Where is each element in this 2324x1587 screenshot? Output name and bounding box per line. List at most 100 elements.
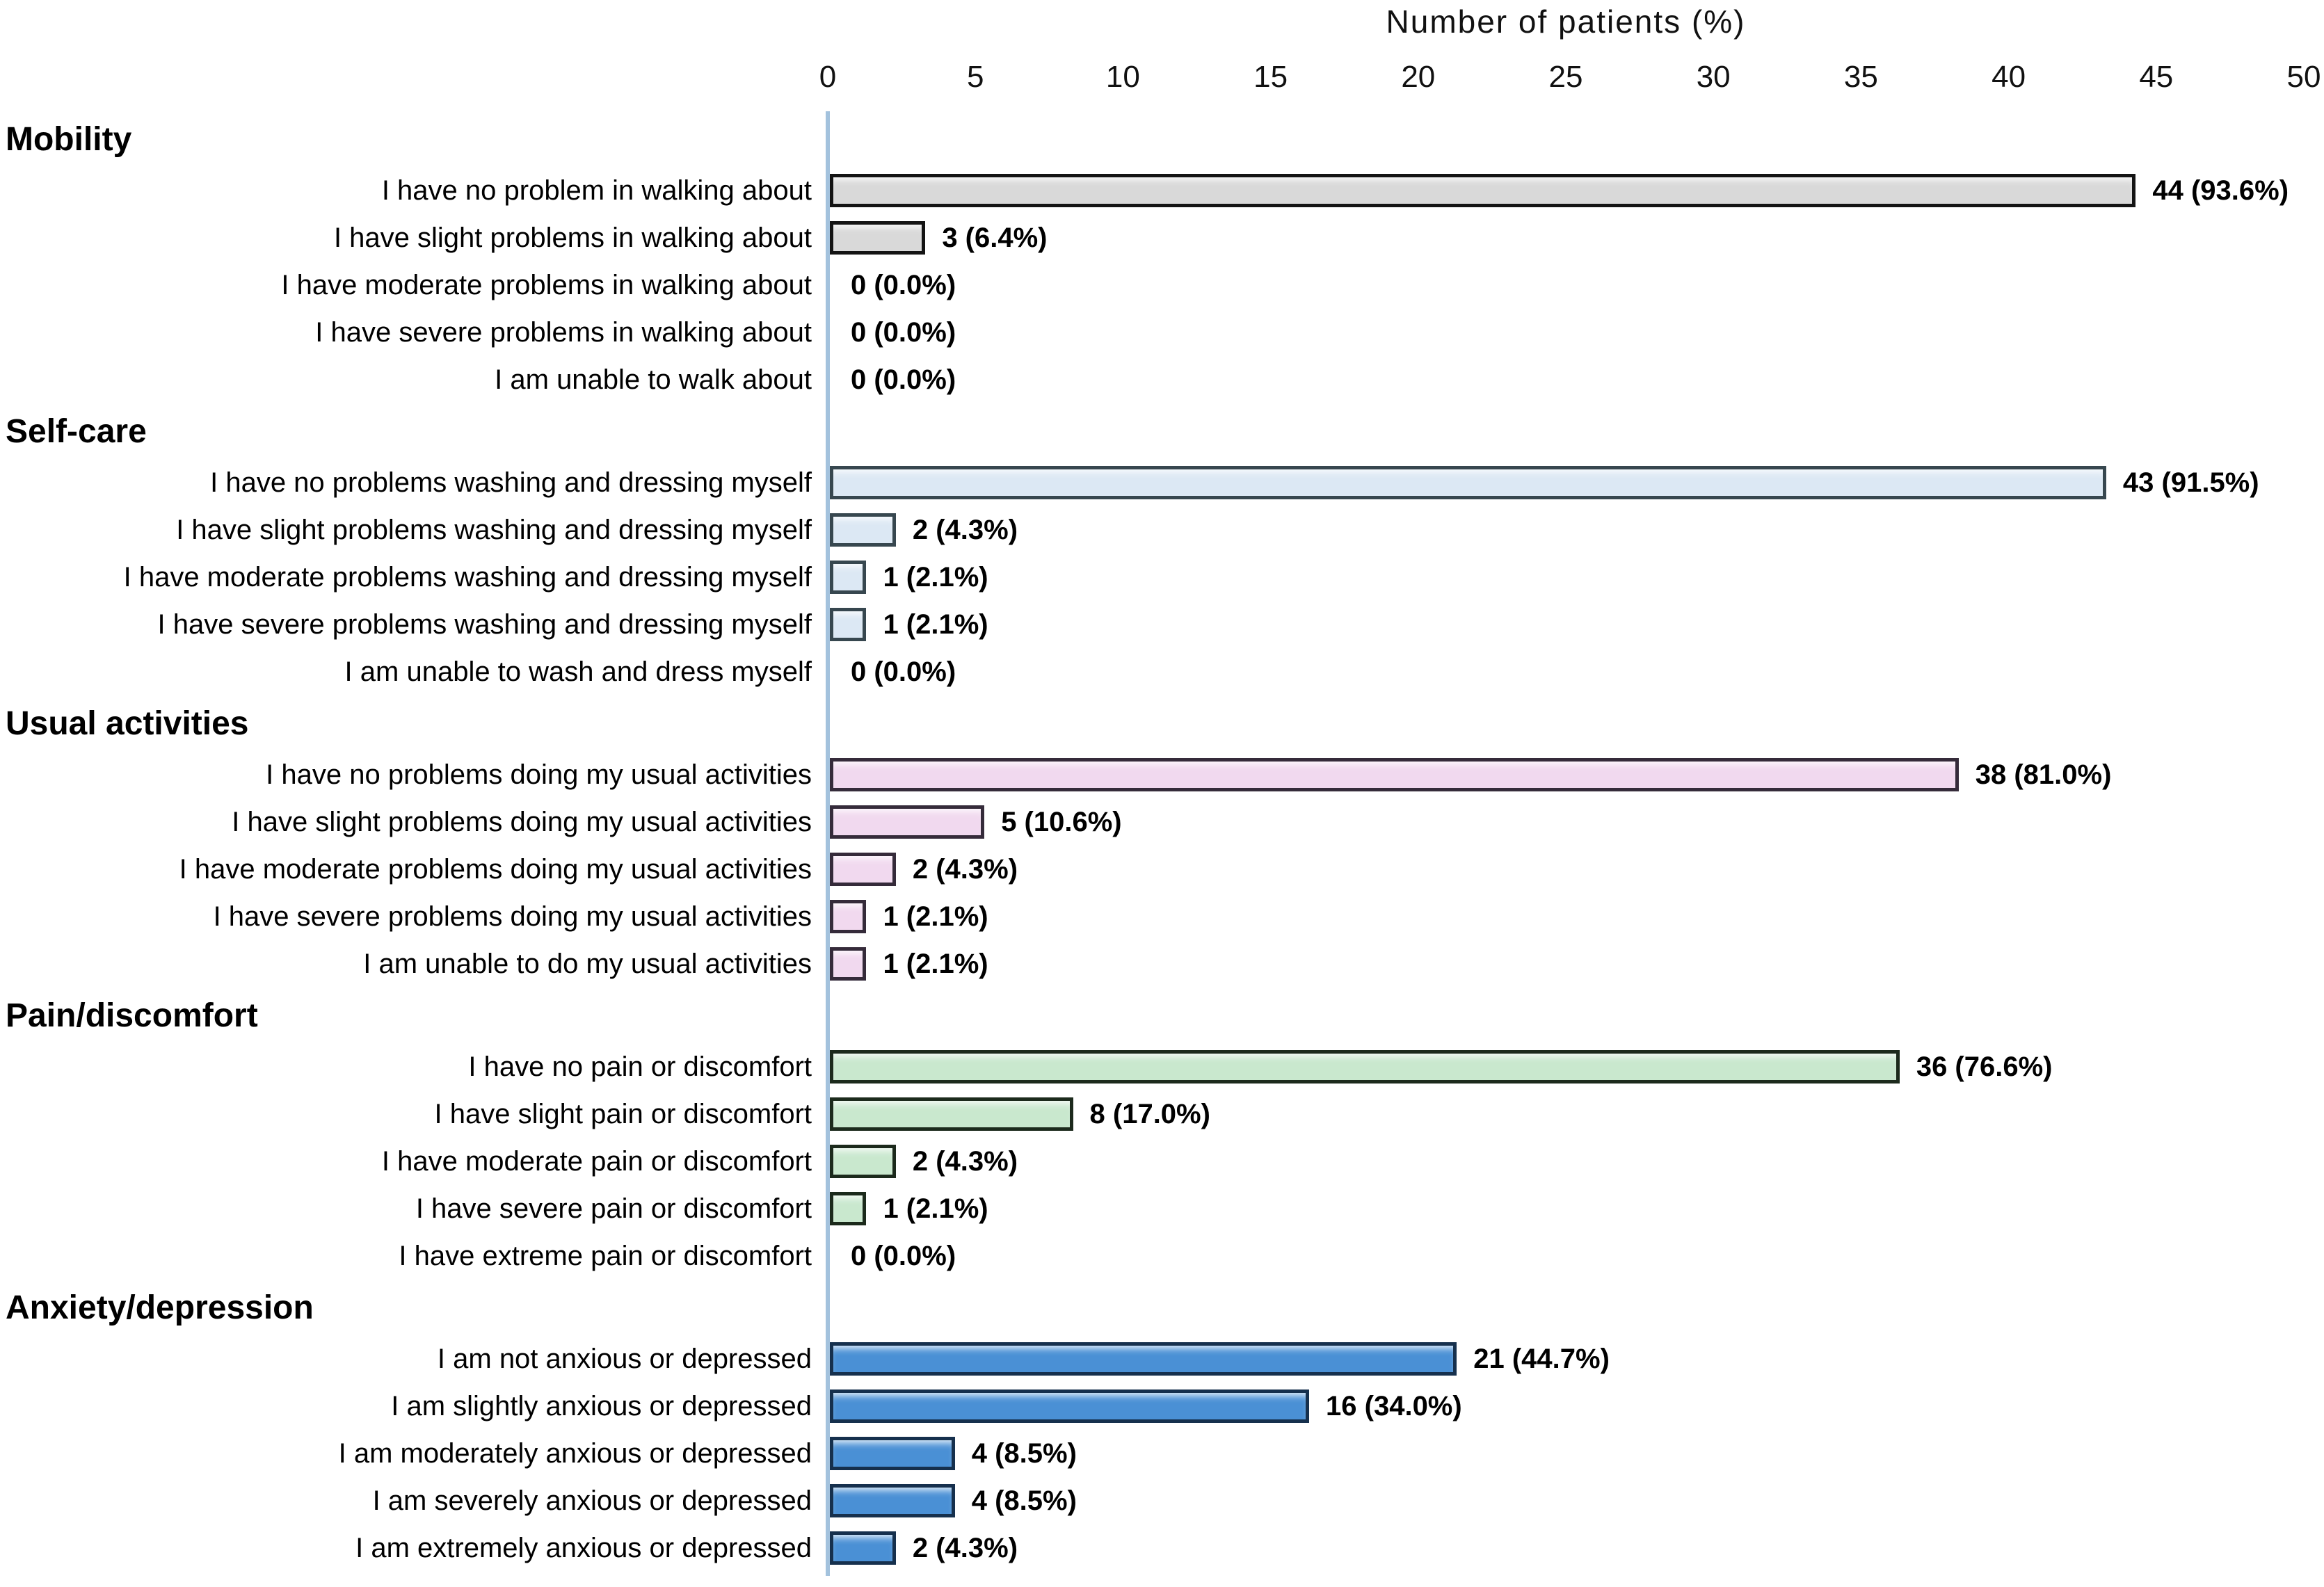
bar-area: 3 (6.4%) <box>830 214 2324 261</box>
bar <box>830 853 896 886</box>
bar <box>830 758 1959 791</box>
value-label: 1 (2.1%) <box>883 1193 988 1224</box>
bar <box>830 1050 1900 1083</box>
x-axis-tick-label: 50 <box>2286 60 2321 94</box>
value-label: 4 (8.5%) <box>971 1437 1077 1469</box>
bar-row: I am not anxious or depressed 21 (44.7%) <box>0 1335 2324 1383</box>
bar-area: 2 (4.3%) <box>830 846 2324 893</box>
value-label: 2 (4.3%) <box>912 1532 1018 1563</box>
bar <box>830 805 985 839</box>
row-label: I am unable to do my usual activities <box>363 948 812 979</box>
bar-row: I have slight problems washing and dress… <box>0 506 2324 554</box>
row-label: I have no problems washing and dressing … <box>210 467 812 498</box>
x-axis-tick-label: 10 <box>1105 60 1140 94</box>
bar <box>830 947 867 981</box>
bar <box>830 174 2136 207</box>
x-axis-tick-label: 15 <box>1253 60 1288 94</box>
row-label: I have moderate problems in walking abou… <box>281 269 812 300</box>
bar-area: 44 (93.6%) <box>830 167 2324 214</box>
bar <box>830 608 867 641</box>
value-label: 0 (0.0%) <box>851 656 956 687</box>
row-label: I have severe problems in walking about <box>315 316 812 348</box>
bar-row: I have no problem in walking about 44 (93… <box>0 167 2324 214</box>
x-axis-tick-label: 5 <box>966 60 984 94</box>
row-label: I am unable to wash and dress myself <box>344 656 812 687</box>
bar-row: I have no problems doing my usual activi… <box>0 751 2324 798</box>
x-axis-tick-label: 35 <box>1843 60 1878 94</box>
bar-row: I have slight problems in walking about 3… <box>0 214 2324 261</box>
bar-area: 5 (10.6%) <box>830 798 2324 846</box>
bar-row: I have severe problems doing my usual ac… <box>0 893 2324 940</box>
bar-area: 43 (91.5%) <box>830 459 2324 506</box>
value-label: 1 (2.1%) <box>883 901 988 932</box>
row-label: I am unable to walk about <box>495 364 812 395</box>
value-label: 0 (0.0%) <box>851 269 956 300</box>
value-label: 1 (2.1%) <box>883 609 988 640</box>
bar-row: I am moderately anxious or depressed 4 (8… <box>0 1430 2324 1477</box>
bar-area: 8 (17.0%) <box>830 1090 2324 1138</box>
section-header: Self-care <box>6 412 147 450</box>
x-axis-title: Number of patients (%) <box>1386 3 1746 40</box>
bar-row: I have moderate problems in walking abou… <box>0 261 2324 309</box>
bar-area: 36 (76.6%) <box>830 1043 2324 1090</box>
bar-area: 38 (81.0%) <box>830 751 2324 798</box>
bar-row: I have slight problems doing my usual ac… <box>0 798 2324 846</box>
row-label: I am moderately anxious or depressed <box>338 1437 812 1469</box>
section-header: Pain/discomfort <box>6 997 258 1034</box>
value-label: 38 (81.0%) <box>1975 759 2112 790</box>
bar-area: 2 (4.3%) <box>830 506 2324 554</box>
bar-row: I have severe problems washing and dress… <box>0 601 2324 648</box>
x-axis-tick-label: 40 <box>1992 60 2026 94</box>
bar-row: I have extreme pain or discomfort 0 (0.0%… <box>0 1232 2324 1280</box>
x-axis-tick-label: 0 <box>819 60 837 94</box>
bar-area: 2 (4.3%) <box>830 1138 2324 1185</box>
row-label: I have slight problems washing and dress… <box>176 514 812 545</box>
row-label: I am slightly anxious or depressed <box>391 1390 812 1421</box>
value-label: 2 (4.3%) <box>912 1145 1018 1177</box>
bar-area: 0 (0.0%) <box>830 261 2324 309</box>
bar <box>830 1342 1457 1376</box>
bar-row: I am extremely anxious or depressed 2 (4.… <box>0 1524 2324 1572</box>
value-label: 3 (6.4%) <box>942 222 1048 253</box>
x-axis-tick-label: 20 <box>1401 60 1436 94</box>
bar-row: I am unable to walk about 0 (0.0%) <box>0 356 2324 403</box>
row-label: I have no problem in walking about <box>381 175 812 206</box>
chart-rows: Mobility I have no problem in walking abo… <box>0 111 2324 1572</box>
x-axis-tick-label: 45 <box>2139 60 2174 94</box>
row-label: I have slight pain or discomfort <box>434 1098 812 1129</box>
bar-area: 16 (34.0%) <box>830 1383 2324 1430</box>
bar-area: 4 (8.5%) <box>830 1477 2324 1524</box>
bar-row: I have moderate problems washing and dre… <box>0 554 2324 601</box>
row-label: I have extreme pain or discomfort <box>399 1240 812 1271</box>
row-label: I have no pain or discomfort <box>468 1051 812 1082</box>
bar-area: 1 (2.1%) <box>830 1185 2324 1232</box>
bar-area: 0 (0.0%) <box>830 648 2324 695</box>
bar <box>830 221 926 255</box>
row-label: I have no problems doing my usual activi… <box>266 759 812 790</box>
section-header: Mobility <box>6 120 132 158</box>
row-label: I have severe pain or discomfort <box>415 1193 812 1224</box>
row-label: I have slight problems in walking about <box>333 222 812 253</box>
bar <box>830 1192 867 1225</box>
bar-area: 0 (0.0%) <box>830 356 2324 403</box>
bar-row: I am severely anxious or depressed 4 (8.5… <box>0 1477 2324 1524</box>
bar <box>830 513 896 547</box>
row-label: I have moderate problems washing and dre… <box>123 561 812 593</box>
row-label: I am not anxious or depressed <box>437 1343 812 1374</box>
bar-area: 1 (2.1%) <box>830 940 2324 988</box>
bar <box>830 1437 955 1470</box>
bar <box>830 1389 1310 1423</box>
x-axis-tick-row: 0 5 10 15 20 25 30 35 40 45 50 <box>819 60 2321 103</box>
bar-area: 4 (8.5%) <box>830 1430 2324 1477</box>
bar-row: I have no problems washing and dressing … <box>0 459 2324 506</box>
row-label: I have slight problems doing my usual ac… <box>232 806 812 837</box>
value-label: 1 (2.1%) <box>883 948 988 979</box>
bar-area: 1 (2.1%) <box>830 893 2324 940</box>
bar-row: I have no pain or discomfort 36 (76.6%) <box>0 1043 2324 1090</box>
bar-area: 2 (4.3%) <box>830 1524 2324 1572</box>
section-header: Usual activities <box>6 704 249 742</box>
value-label: 44 (93.6%) <box>2152 175 2289 206</box>
bar-area: 21 (44.7%) <box>830 1335 2324 1383</box>
bar-row: I have moderate problems doing my usual … <box>0 846 2324 893</box>
